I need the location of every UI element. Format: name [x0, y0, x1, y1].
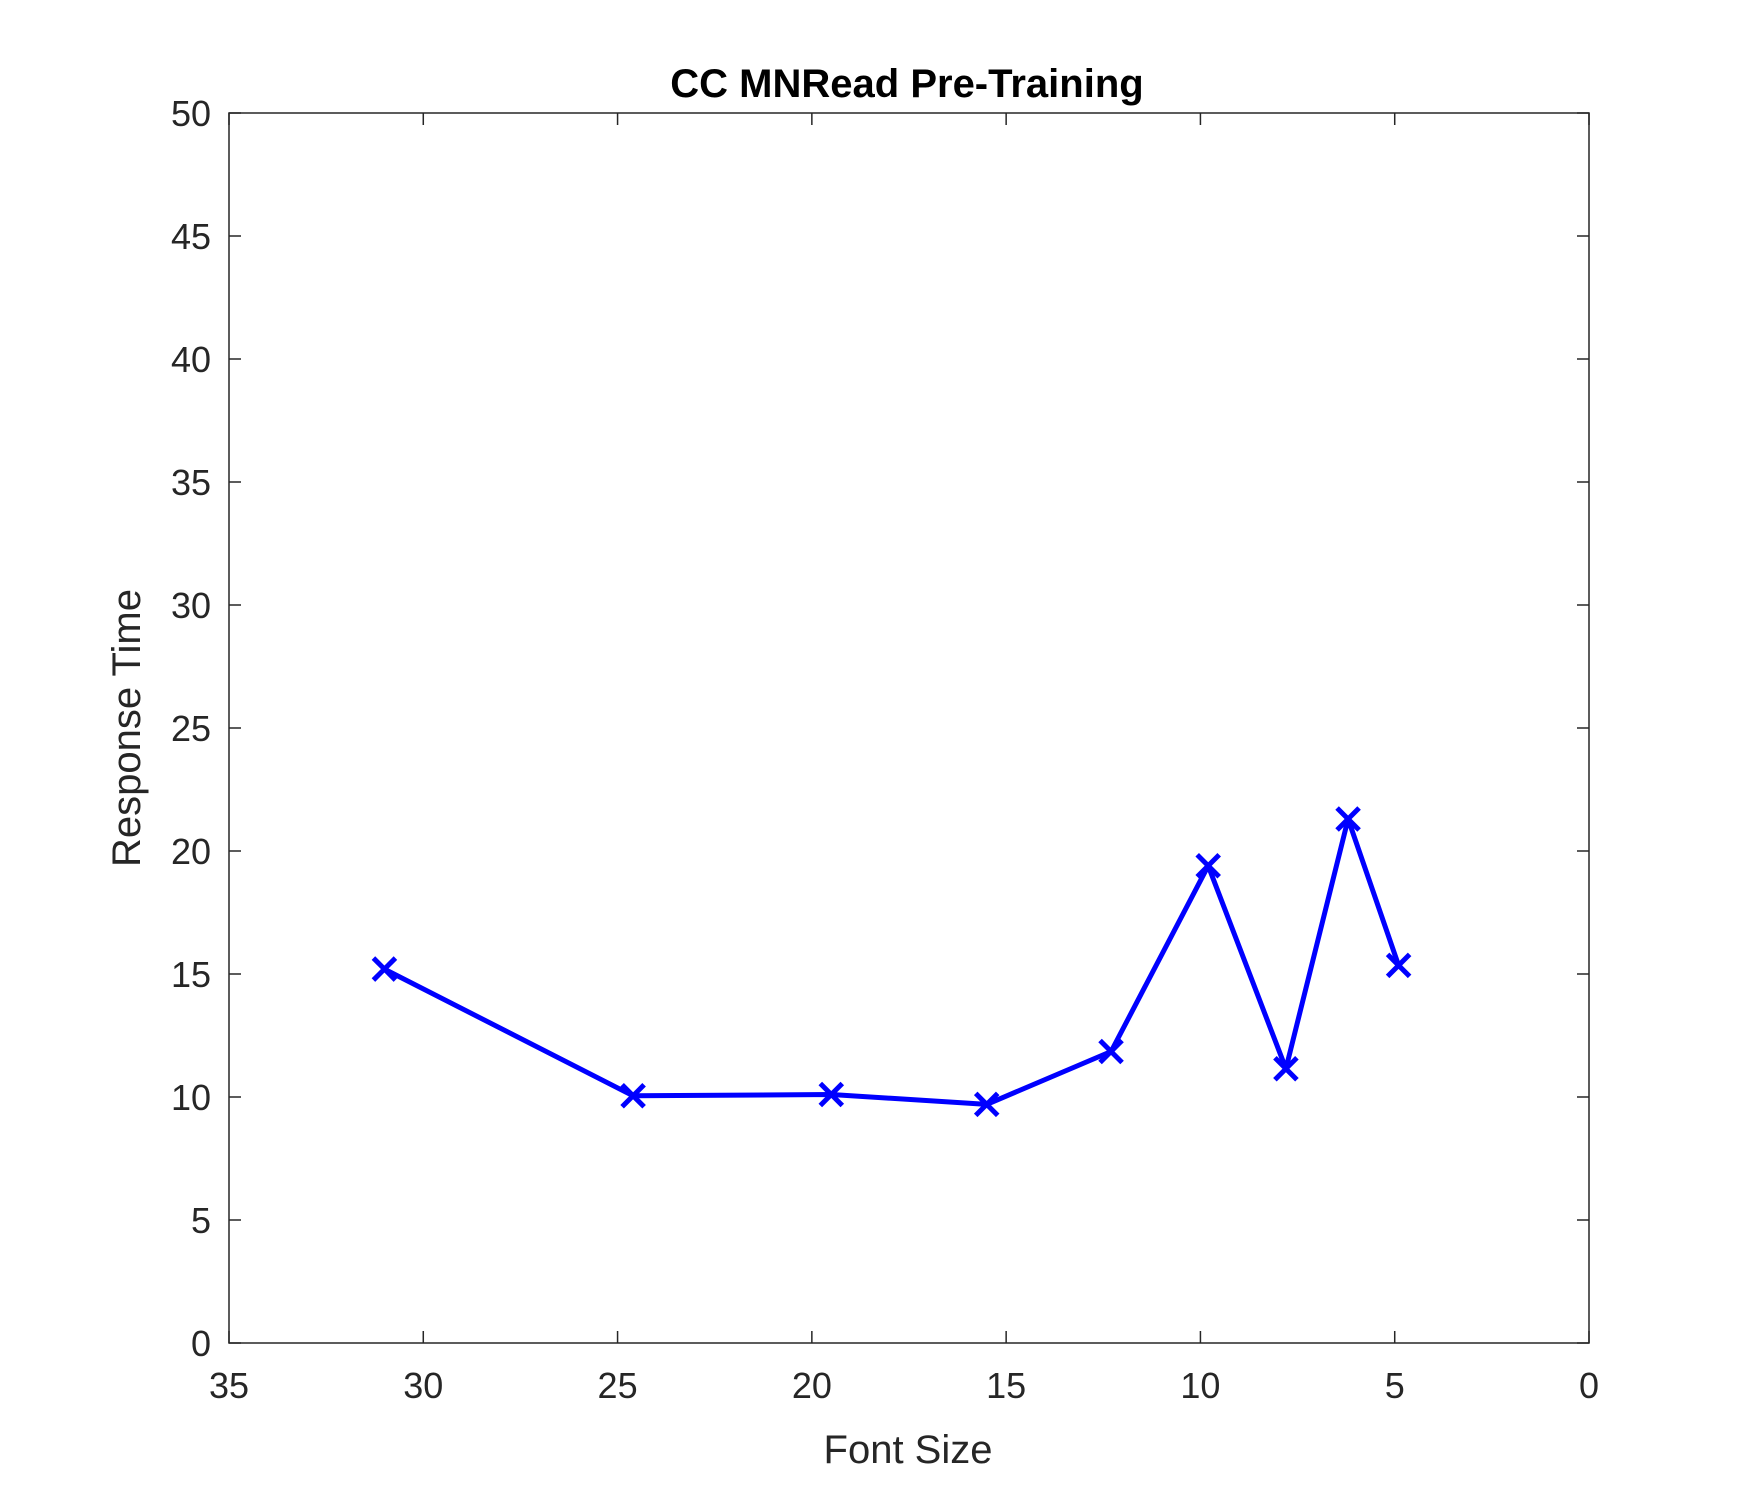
data-point [1385, 952, 1412, 979]
y-tick-label: 10 [171, 1077, 211, 1118]
marker-stroke [371, 956, 398, 982]
x-axis-label: Font Size [824, 1428, 993, 1472]
marker-stroke [973, 1091, 1000, 1118]
y-tick-label: 15 [171, 954, 211, 995]
marker-stroke [1195, 852, 1221, 879]
x-tick-label: 15 [986, 1365, 1026, 1406]
data-point [1098, 1038, 1124, 1065]
y-tick-label: 45 [171, 216, 211, 257]
y-tick-label: 35 [171, 462, 211, 503]
series-markers [371, 806, 1412, 1118]
marker-stroke [1335, 806, 1361, 832]
marker-stroke [1098, 1038, 1124, 1065]
marker-stroke [818, 1081, 845, 1108]
y-tick-label: 40 [171, 339, 211, 380]
data-point [1273, 1055, 1299, 1082]
data-point [620, 1083, 646, 1109]
data-point [973, 1091, 1000, 1118]
y-tick-label: 0 [191, 1323, 211, 1364]
y-tick-label: 20 [171, 831, 211, 872]
x-tick-label: 0 [1579, 1365, 1599, 1406]
y-axis-label: Response Time [105, 589, 149, 867]
marker-stroke [620, 1083, 646, 1109]
axis-ticks [228, 112, 1590, 1344]
plot-area [228, 112, 1590, 1344]
marker-stroke [1273, 1055, 1299, 1082]
data-point [371, 956, 398, 982]
x-tick-label: 10 [1180, 1365, 1220, 1406]
data-point [1195, 852, 1221, 879]
y-tick-label: 25 [171, 708, 211, 749]
x-tick-label: 30 [403, 1365, 443, 1406]
x-tick-label: 5 [1385, 1365, 1405, 1406]
x-tick-label: 20 [792, 1365, 832, 1406]
y-tick-label: 50 [171, 93, 211, 134]
data-point [818, 1081, 845, 1108]
marker-stroke [1385, 952, 1412, 979]
x-tick-label: 25 [598, 1365, 638, 1406]
y-tick-labels: 0 5 10 15 20 25 30 35 40 45 50 [171, 93, 211, 1364]
data-point [1335, 806, 1361, 832]
y-tick-label: 30 [171, 585, 211, 626]
chart-title: CC MNRead Pre-Training [670, 62, 1143, 106]
x-tick-labels: 35 30 25 20 15 10 5 0 [209, 1365, 1599, 1406]
y-tick-label: 5 [191, 1200, 211, 1241]
x-tick-label: 35 [209, 1365, 249, 1406]
